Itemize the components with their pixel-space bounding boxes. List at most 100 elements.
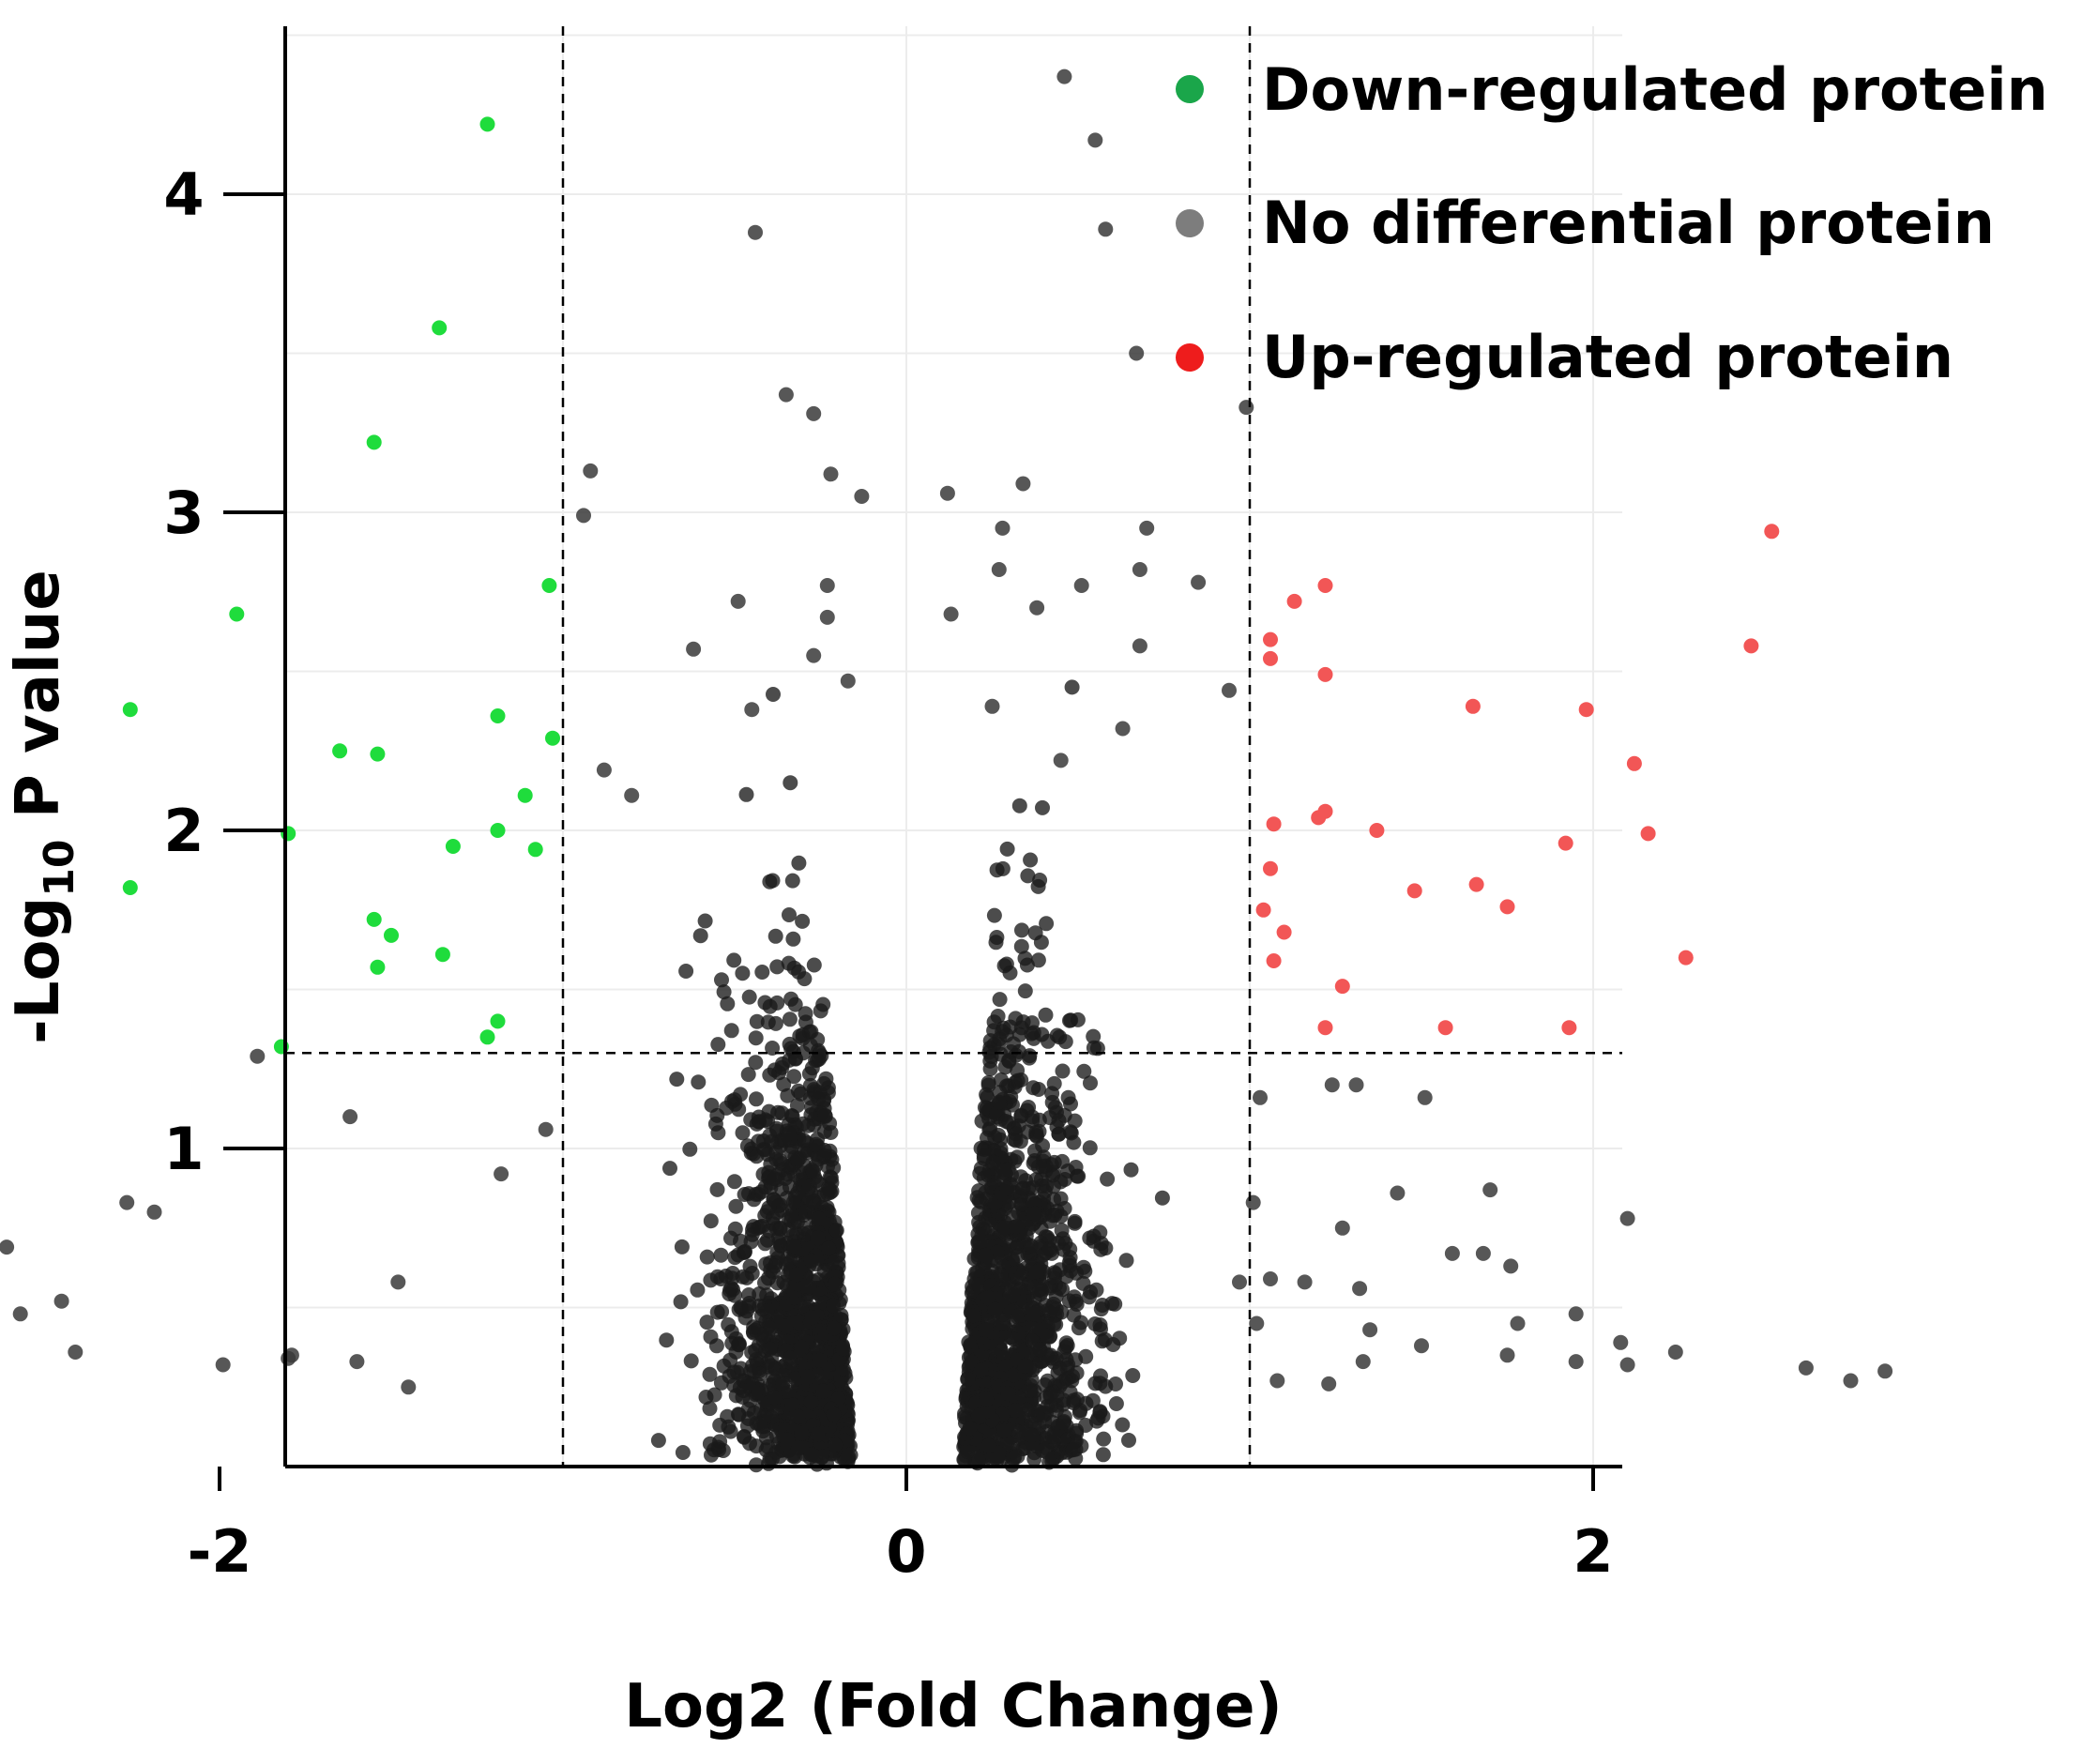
data-point-cloud [996,958,1012,974]
data-point-cloud [971,1277,986,1293]
data-point-cloud [1108,1376,1123,1391]
data-point-cloud [683,1353,699,1369]
data-point-up [1626,755,1642,771]
data-point-none [1053,753,1069,768]
data-point-cloud [800,1369,816,1385]
data-point-cloud [669,1072,685,1087]
data-point-cloud [692,928,708,944]
data-point-cloud [775,1375,791,1391]
data-point-cloud [980,1077,996,1093]
data-point-down [490,823,506,838]
data-point-cloud [774,1105,790,1121]
data-point-cloud [996,1220,1012,1236]
data-point-cloud [1048,1301,1064,1316]
data-point-cloud [788,1371,804,1387]
data-point-cloud [1009,1219,1025,1235]
data-point-cloud [1019,1402,1035,1418]
data-point-none [1249,1315,1265,1331]
legend-marker-down [1176,75,1204,103]
data-point-cloud [828,1437,843,1452]
data-point-none [1619,1210,1635,1226]
data-point-down [229,606,245,622]
data-point-cloud [790,1408,806,1424]
data-point-none [840,673,856,689]
data-point-cloud [1046,1154,1062,1170]
data-point-cloud [1034,1026,1050,1042]
data-point-none [1245,1194,1261,1210]
data-point-none [1362,1322,1378,1338]
data-point-cloud [650,1433,666,1449]
data-point-cloud [1025,1015,1040,1031]
data-point-cloud [826,1298,842,1314]
data-point-none [984,698,1000,714]
data-point-cloud [1015,1180,1031,1196]
data-point-cloud [1068,1352,1084,1368]
data-point-cloud [1098,1240,1114,1256]
data-point-cloud [690,1282,706,1298]
data-point-cloud [811,1210,827,1226]
data-point-none [53,1293,69,1309]
data-point-cloud [735,966,751,981]
data-point-none [943,606,959,622]
data-point-none [1191,574,1207,590]
data-point-none [1324,1077,1340,1093]
data-point-up [1468,876,1484,892]
data-point-none [806,405,822,421]
y-axis-title-rest: P value [4,570,73,839]
data-point-cloud [805,1163,821,1179]
data-point-up [1558,835,1573,851]
data-point-cloud [817,1107,833,1123]
data-point-none [1798,1360,1814,1376]
data-point-cloud [743,1141,759,1157]
data-point-cloud [808,1136,824,1152]
data-point-none [823,466,839,482]
data-point-cloud [781,955,797,971]
data-point-cloud [806,957,822,973]
data-point-cloud [738,1270,754,1285]
data-point-none [1297,1274,1313,1290]
data-point-cloud [1076,1063,1092,1079]
data-point-cloud [1092,1405,1108,1421]
data-point-cloud [765,873,781,889]
data-point-cloud [1112,1331,1128,1346]
data-point-cloud [1121,1433,1136,1448]
data-point-none [119,1194,135,1210]
data-point-cloud [1031,1082,1046,1097]
data-point-cloud [713,1375,729,1391]
data-point-up [1255,902,1271,918]
data-point-up [1561,1020,1577,1036]
data-point-cloud [1017,950,1033,966]
y-axis-title-subscript: 10 [36,839,84,896]
data-point-cloud [741,1296,757,1311]
data-point-up [1263,631,1278,647]
data-point-cloud [797,971,813,987]
data-point-none [1843,1373,1859,1389]
threshold-lines [285,26,1622,1467]
data-point-cloud [662,1161,677,1177]
data-point-cloud [713,1247,729,1263]
data-point-cloud [1052,1280,1067,1296]
data-point-cloud [1082,1140,1098,1156]
data-point-cloud [785,931,801,947]
data-point-cloud [788,1267,804,1283]
data-point-cloud [1033,1282,1049,1297]
data-point-cloud [1026,1143,1042,1159]
data-point-up [1678,950,1694,966]
data-point-up [1406,883,1422,899]
data-point-cloud [815,996,831,1012]
data-point-cloud [761,1103,777,1119]
data-point-none [1348,1077,1364,1093]
data-point-cloud [766,687,781,702]
data-point-cloud [1026,1416,1042,1432]
data-point-none [1390,1185,1406,1201]
data-point-cloud [1033,935,1049,950]
data-point-cloud [990,1244,1005,1260]
data-point-cloud [762,1341,778,1357]
data-point-cloud [726,952,742,968]
data-point-up [1311,810,1327,826]
data-point-cloud [761,1170,777,1186]
data-point-cloud [659,1332,675,1348]
data-point-cloud [816,1263,832,1279]
data-point-cloud [996,1423,1012,1438]
data-point-cloud [782,1179,798,1194]
